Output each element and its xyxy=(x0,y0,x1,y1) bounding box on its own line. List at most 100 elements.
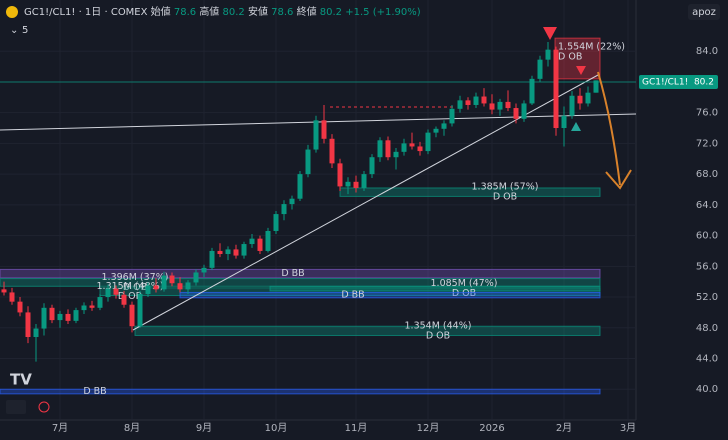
zone xyxy=(179,291,601,299)
candle-body xyxy=(169,275,175,284)
legend-item: 78.6 xyxy=(271,7,293,18)
zone-label: 1.315M (48%) xyxy=(97,281,164,292)
indicators-count[interactable]: 5 xyxy=(22,25,28,36)
candle-body xyxy=(457,100,463,109)
x-tick-label: 7月 xyxy=(52,422,68,434)
zone xyxy=(134,325,601,336)
candle-body xyxy=(481,96,487,104)
zone xyxy=(0,388,601,395)
y-tick-label: 44.0 xyxy=(696,354,718,365)
candle-body xyxy=(153,285,159,290)
y-tick-label: 52.0 xyxy=(696,292,718,303)
candle-body xyxy=(433,128,439,133)
trendline xyxy=(132,74,599,331)
candle-body xyxy=(313,120,319,150)
candle-body xyxy=(121,294,127,305)
user-name[interactable]: apoz xyxy=(692,7,716,18)
candle-body xyxy=(97,297,103,308)
forecast-arrow-head xyxy=(605,169,632,190)
zone-label: 1.554M (22%) xyxy=(558,42,625,53)
zone-type: D OB xyxy=(558,52,582,63)
forecast-arrow xyxy=(597,71,621,186)
candle-body xyxy=(505,101,511,109)
zone xyxy=(99,287,601,297)
candle-body xyxy=(473,96,479,105)
candle-body xyxy=(529,78,535,104)
zone-label: 1.385M (57%) xyxy=(472,182,539,193)
y-tick-label: 60.0 xyxy=(696,231,718,242)
candle-body xyxy=(345,181,351,187)
candle-body xyxy=(441,123,447,129)
y-tick-label: 72.0 xyxy=(696,138,718,149)
candle-body xyxy=(257,238,263,251)
y-tick-label: 64.0 xyxy=(696,200,718,211)
candle-body xyxy=(545,49,551,60)
sell-signal xyxy=(576,66,586,75)
zone xyxy=(339,187,601,197)
candle-body xyxy=(353,181,359,188)
sell-signal xyxy=(543,27,557,40)
candle-body xyxy=(201,267,207,273)
candle-body xyxy=(193,272,199,283)
candle-body xyxy=(521,103,527,119)
indicators-toggle[interactable]: ⌄ xyxy=(10,25,18,36)
zone-label: 1.396M (37%) xyxy=(102,272,169,283)
zone xyxy=(0,268,601,279)
candle-body xyxy=(281,204,287,215)
candle-body xyxy=(241,244,247,256)
y-tick-label: 84.0 xyxy=(696,46,718,57)
candle-body xyxy=(377,140,383,158)
zone-type: D OB xyxy=(493,192,517,203)
candle-body xyxy=(513,108,519,119)
x-tick-label: 8月 xyxy=(124,422,140,434)
zone-label: 1.354M (44%) xyxy=(405,320,472,331)
candle-body xyxy=(17,301,23,313)
price-tag-symbol: GC1!/CL1! xyxy=(642,78,688,88)
zone-type: D OB xyxy=(452,288,476,299)
candle-body xyxy=(369,157,375,175)
candle-body xyxy=(57,313,63,321)
candle-body xyxy=(233,249,239,256)
y-tick-label: 56.0 xyxy=(696,261,718,272)
x-tick-label: 2026 xyxy=(479,423,504,434)
candle-body xyxy=(585,92,591,104)
price-tag-value: 80.2 xyxy=(694,78,714,88)
y-axis: 40.0 44.0 48.0 52.0 56.0 60.0 64.0 68.0 72.0 76.0… xyxy=(52,46,718,434)
candle-body xyxy=(577,95,583,104)
candle-body xyxy=(105,288,111,298)
candle-body xyxy=(449,108,455,124)
settings-button[interactable] xyxy=(6,400,26,414)
zones: 1.554M (22%)D OB1.385M (57%)D OBD BB1.39… xyxy=(0,37,625,397)
record-button[interactable] xyxy=(38,401,50,413)
candle-body xyxy=(289,198,295,205)
candle-body xyxy=(177,283,183,290)
legend-item: 80.2 xyxy=(223,7,245,18)
x-tick-label: 3月 xyxy=(620,422,636,434)
candle-body xyxy=(217,250,223,255)
candle-body xyxy=(33,328,39,337)
x-tick-label: 2月 xyxy=(556,422,572,434)
legend-item: 始値 xyxy=(151,5,171,18)
zone-type: D BB xyxy=(341,290,364,301)
legend-item: 高値 xyxy=(199,5,219,18)
logo: TV xyxy=(10,371,32,389)
candle-body xyxy=(329,138,335,164)
y-tick-label: 48.0 xyxy=(696,323,718,334)
user-badge[interactable] xyxy=(688,4,720,20)
candle-body xyxy=(401,143,407,152)
zone-type: D BB xyxy=(83,386,106,397)
candle-body xyxy=(305,149,311,175)
x-tick-label: 12月 xyxy=(417,422,440,434)
candle-body xyxy=(137,293,143,327)
candle-body xyxy=(265,230,271,251)
candle-body xyxy=(113,288,119,295)
candle-body xyxy=(537,59,543,79)
zone-type: D OB xyxy=(426,330,450,341)
zone-label: 1.085M (47%) xyxy=(431,278,498,289)
candle-body xyxy=(417,146,423,152)
candle-body xyxy=(465,100,471,105)
buy-signal xyxy=(571,122,581,131)
legend-item: 安値 xyxy=(248,5,268,18)
candle-body xyxy=(249,238,255,245)
